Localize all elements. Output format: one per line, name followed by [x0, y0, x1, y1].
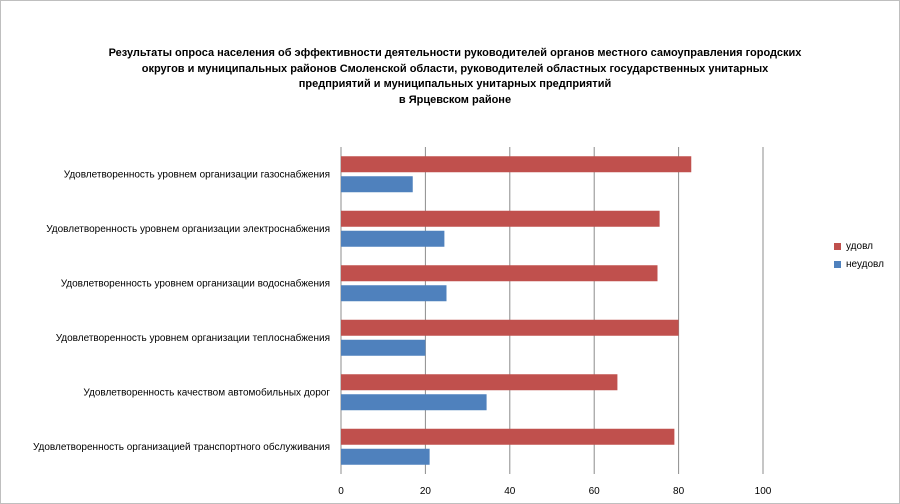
category-label: Удовлетворенность уровнем организации эл…	[46, 223, 330, 235]
x-tick-label: 60	[589, 486, 601, 497]
legend-item-unsatisfied: неудовл	[834, 255, 884, 273]
chart-title-line: Результаты опроса населения об эффективн…	[108, 47, 802, 59]
bar-unsatisfied	[341, 448, 430, 465]
bar-unsatisfied	[341, 394, 487, 411]
bar-satisfied	[341, 319, 679, 336]
bar-satisfied	[341, 265, 658, 282]
category-label: Удовлетворенность уровнем организации те…	[56, 332, 330, 344]
legend-item-satisfied: удовл	[834, 237, 884, 255]
legend: удовл неудовл	[834, 237, 884, 273]
category-label: Удовлетворенность качеством автомобильны…	[83, 386, 330, 398]
bar-unsatisfied	[341, 339, 426, 356]
bar-satisfied	[341, 156, 692, 173]
legend-label-satisfied: удовл	[846, 240, 873, 252]
legend-swatch-unsatisfied	[834, 260, 841, 268]
x-tick-label: 40	[504, 486, 516, 497]
chart-title-line: предприятий и муниципальных унитарных пр…	[298, 78, 612, 90]
bar-unsatisfied	[341, 230, 445, 247]
x-tick-label: 80	[673, 486, 685, 497]
chart-title: Результаты опроса населения об эффективн…	[60, 46, 850, 108]
bar-satisfied	[341, 374, 618, 391]
category-label: Удовлетворенность уровнем организации во…	[61, 277, 330, 289]
x-tick-label: 20	[420, 486, 432, 497]
x-tick-label: 0	[338, 486, 344, 497]
bar-unsatisfied	[341, 176, 413, 193]
legend-swatch-satisfied	[834, 242, 841, 250]
bar-unsatisfied	[341, 285, 447, 302]
bar-satisfied	[341, 210, 660, 227]
category-label: Удовлетворенность организацией транспорт…	[33, 441, 330, 453]
chart-title-line: в Ярцевском районе	[398, 93, 512, 106]
bar-satisfied	[341, 428, 675, 445]
category-label: Удовлетворенность уровнем организации га…	[64, 168, 330, 180]
legend-label-unsatisfied: неудовл	[846, 258, 884, 270]
chart-title-line: округов и муниципальных районов Смоленск…	[141, 62, 769, 75]
x-tick-label: 100	[755, 486, 772, 497]
